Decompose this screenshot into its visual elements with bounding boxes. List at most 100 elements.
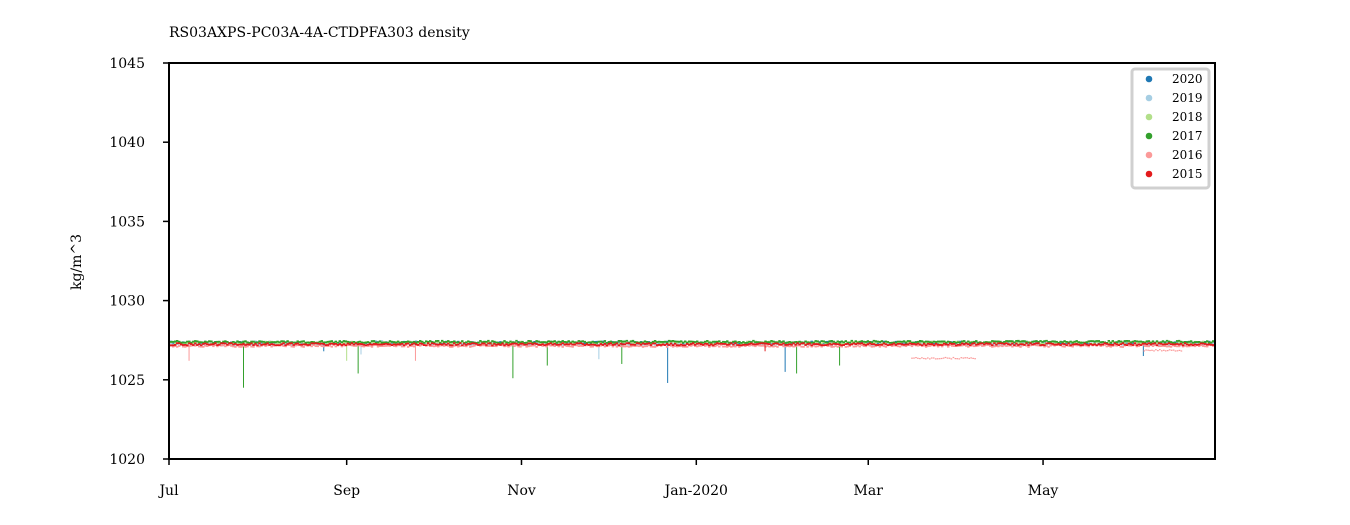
data-point (619, 343, 623, 346)
data-point (412, 342, 416, 345)
data-point (344, 344, 348, 347)
data-point (374, 343, 378, 345)
data-point (216, 345, 219, 348)
data-point (665, 343, 669, 345)
data-point (453, 340, 456, 343)
data-point (561, 346, 564, 348)
data-point (926, 340, 930, 343)
data-point (635, 341, 639, 344)
data-point (932, 340, 936, 343)
data-point (529, 340, 532, 342)
data-point (671, 344, 675, 346)
data-point (380, 342, 384, 344)
data-point (746, 341, 749, 344)
data-point (1043, 345, 1046, 348)
data-point (318, 341, 321, 344)
data-point (708, 340, 711, 343)
data-point (308, 341, 311, 344)
data-point (318, 344, 321, 346)
data-point (322, 341, 325, 344)
data-point (527, 342, 530, 345)
data-point (928, 345, 932, 347)
data-point (362, 341, 366, 344)
data-point (651, 342, 655, 345)
data-point (394, 341, 398, 344)
data-point (643, 345, 647, 348)
data-point (487, 342, 490, 345)
data-point (609, 340, 613, 343)
data-point (1169, 343, 1173, 346)
data-point (726, 340, 729, 343)
data-point (1107, 340, 1110, 342)
data-point (324, 342, 327, 345)
data-point (952, 356, 955, 359)
data-point (633, 341, 637, 343)
data-point (736, 341, 739, 344)
data-point (770, 344, 773, 347)
data-point (290, 345, 293, 348)
data-point (443, 345, 446, 347)
data-point (605, 342, 609, 344)
data-point (702, 343, 705, 346)
data-point (904, 343, 908, 346)
data-point (983, 343, 986, 346)
data-point (292, 345, 295, 348)
data-point (541, 345, 544, 347)
data-point (232, 342, 235, 344)
data-point (170, 341, 173, 343)
data-point (1143, 345, 1147, 347)
data-point (288, 342, 291, 345)
data-point (788, 345, 791, 348)
data-point (862, 340, 866, 343)
data-point (334, 345, 337, 348)
data-point (194, 343, 197, 346)
data-point (973, 340, 976, 343)
data-point (1171, 343, 1175, 346)
data-point (834, 345, 837, 347)
data-point (380, 343, 384, 346)
data-point (1183, 344, 1187, 347)
data-point (274, 341, 277, 343)
data-point (491, 340, 494, 342)
data-point (890, 341, 894, 344)
data-point (1197, 345, 1201, 347)
data-point (404, 342, 408, 345)
data-point (772, 344, 775, 347)
data-point (1013, 341, 1016, 344)
data-point (917, 357, 919, 359)
data-point (924, 340, 928, 343)
data-point (412, 340, 416, 343)
data-point (176, 345, 179, 348)
data-point (202, 345, 205, 348)
data-point (599, 340, 602, 343)
data-point (1021, 343, 1024, 346)
data-point (310, 342, 313, 345)
data-point (840, 344, 843, 347)
data-point (726, 342, 729, 345)
data-point (553, 345, 556, 347)
data-point (876, 340, 880, 343)
data-point (1193, 341, 1197, 343)
data-point (926, 341, 930, 344)
data-point (543, 342, 546, 345)
data-point (589, 341, 592, 344)
data-point (1163, 349, 1165, 351)
data-point (382, 341, 386, 344)
y-tick-label: 1025 (109, 373, 145, 389)
data-point (545, 343, 548, 346)
data-point (966, 357, 968, 359)
data-point (1147, 344, 1151, 346)
data-point (639, 344, 643, 347)
data-point (680, 340, 683, 343)
data-point (690, 340, 693, 343)
data-point (416, 344, 420, 346)
data-point (1011, 340, 1014, 343)
data-point (1031, 340, 1034, 343)
data-point (1051, 340, 1054, 343)
data-point (758, 341, 761, 344)
data-point (826, 345, 829, 347)
data-point (1157, 343, 1161, 346)
data-point (949, 341, 952, 343)
data-point (722, 340, 725, 343)
data-point (272, 341, 275, 344)
